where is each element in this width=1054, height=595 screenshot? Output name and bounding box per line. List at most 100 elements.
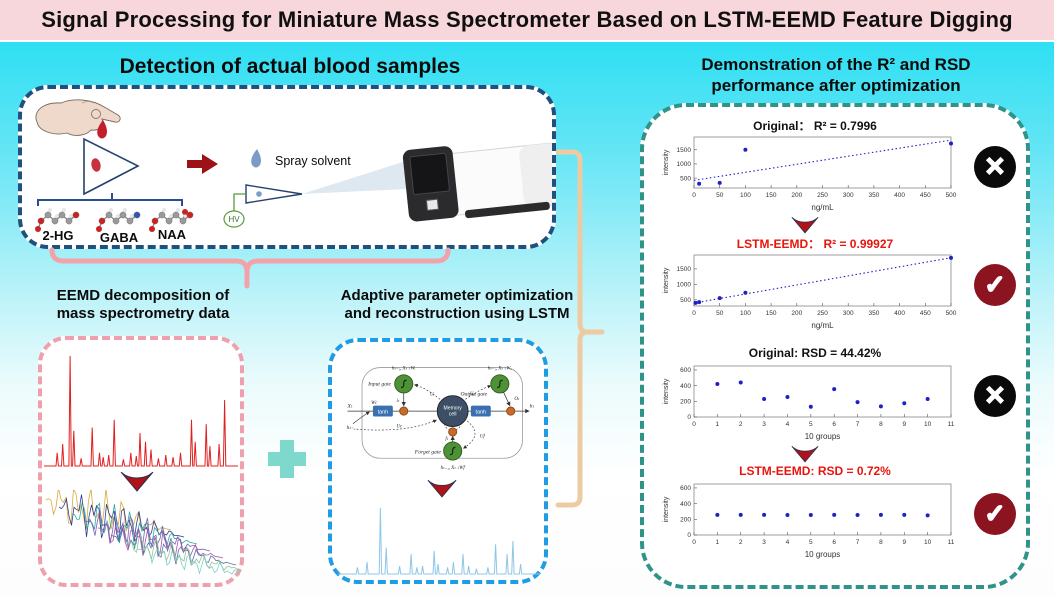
svg-text:9: 9 [902,421,906,428]
title-bar: Signal Processing for Miniature Mass Spe… [0,0,1054,42]
svg-text:400: 400 [894,192,905,199]
svg-text:4: 4 [786,421,790,428]
svg-text:300: 300 [843,310,854,317]
svg-text:intensity: intensity [663,496,670,522]
x-input-label: Xₜ [347,403,353,409]
svg-text:500: 500 [946,310,957,317]
cross-icon: ✕ [974,145,1016,188]
svg-text:1000: 1000 [677,282,692,289]
wc-label: Wc [371,401,378,406]
svg-text:1: 1 [716,539,720,546]
emitter-droplet [256,191,262,197]
svg-text:300: 300 [843,192,854,199]
svg-text:8: 8 [879,539,883,546]
svg-text:10: 10 [924,421,932,428]
svg-text:500: 500 [680,297,691,304]
tanh-left-label: tanh [378,409,389,415]
output-gate-label: Output gate [460,392,487,398]
svg-text:ng/mL: ng/mL [811,203,834,212]
svg-text:1000: 1000 [677,161,692,168]
memory-cell-label1: Memory [444,405,463,411]
hv-wire [233,193,246,211]
tanh-right-label: tanh [476,409,487,415]
svg-text:3: 3 [762,539,766,546]
uc-label: Uc [396,424,403,429]
svg-text:450: 450 [920,310,931,317]
eemd-section-heading: EEMD decomposition of mass spectrometry … [30,287,256,324]
blood-samples-panel: 2-HG GABA NAA Spray solvent HV [18,85,556,249]
blood-drop-icon [97,120,107,139]
lstm-section-heading: Adaptive parameter optimization and reco… [312,287,602,324]
solvent-drop-icon [251,149,261,168]
emitter-triangle [245,184,303,204]
chart-block-original-rsd: Original: RSD = 44.42% 0 1 2 3 4 5 6 7 8 9 10 11 0 20… [644,346,1026,445]
eemd-heading-line2: mass spectrometry data [56,305,230,323]
results-heading-line2: performance after optimization [711,75,961,95]
svg-text:11: 11 [948,539,955,546]
scatter-plot-lstm-rsd: 0 1 2 3 4 5 6 7 8 9 10 11 0 200 400 600 10 groups intensi… [663,483,955,559]
svg-text:7: 7 [856,539,860,546]
blood-section-heading: Detection of actual blood samples [119,55,461,78]
chart-title: LSTM-EEMD: RSD = 0.72% [739,464,891,478]
svg-text:50: 50 [716,192,724,199]
svg-text:intensity: intensity [663,378,670,404]
svg-text:100: 100 [740,310,751,317]
svg-text:0: 0 [692,192,696,199]
svg-text:0: 0 [687,414,691,421]
mass-spectrometer [402,142,552,222]
lstm-heading-line1: Adaptive parameter optimization [340,287,574,304]
scatter-plot-lstm-r2: 0 50 100 150 200 250 300 350 400 450 500 500 1000 150… [663,254,957,330]
lstm-cell-diagram: tanh tanh Memory cell [347,366,535,471]
memory-cell-node [436,395,469,427]
svg-text:400: 400 [680,383,691,390]
ui-label: Uᵢ [430,393,435,398]
output-gate-node [490,374,511,407]
mult-node-bottom [448,427,458,437]
down-arrow-icon [791,217,819,234]
molecule-models [35,208,194,232]
svg-text:8: 8 [879,421,883,428]
svg-text:intensity: intensity [663,149,670,175]
results-heading-line1: Demonstration of the R² and RSD [701,55,971,74]
svg-text:9: 9 [902,539,906,546]
svg-text:50: 50 [716,310,724,317]
svg-text:200: 200 [791,310,802,317]
chart-title: Original： R² = 0.7996 [753,119,877,133]
scatter-plot-original-rsd: 0 1 2 3 4 5 6 7 8 9 10 11 0 200 400 600 10 groups intensi… [663,365,955,441]
w-top-right-label: hₜ₋₁, Xₜ ↓Wₒ [488,366,513,371]
scatter-plot-original-r2: 0 50 100 150 200 250 300 350 400 450 500 500 1000 150… [663,136,957,212]
svg-text:250: 250 [817,310,828,317]
svg-text:2: 2 [739,539,743,546]
molecule-label-2hg: 2-HG [42,228,73,243]
cross-icon: ✕ [974,374,1016,417]
hv-label: HV [228,215,240,224]
uf-label: Uf [480,434,486,439]
process-arrow-icon [187,154,218,174]
results-panel: Original： R² = 0.7996 0 50 100 150 200 250 300… [640,103,1030,589]
svg-text:500: 500 [946,192,957,199]
lstm-heading-line2: and reconstruction using LSTM [344,305,570,323]
svg-text:400: 400 [680,501,691,508]
svg-text:ng/mL: ng/mL [811,321,834,330]
svg-text:250: 250 [817,192,828,199]
svg-text:500: 500 [680,175,691,182]
memory-cell-label2: cell [449,412,457,418]
svg-text:1: 1 [716,421,720,428]
input-gate-label: Input gate [367,382,391,388]
h-output-label: hₜ [530,403,535,409]
chart-block-original-r2: Original： R² = 0.7996 0 50 100 150 200 250 300… [644,117,1026,216]
raw-mass-spectrum [44,355,238,467]
svg-text:10 groups: 10 groups [805,550,841,559]
w-top-left-label: hₜ₋₁, Xₜ ↓Wᵢ [392,366,416,371]
ft-label: fₜ [445,437,448,442]
svg-text:150: 150 [766,192,777,199]
check-icon: ✓ [974,492,1016,535]
svg-text:0: 0 [692,539,696,546]
salmon-bracket [49,247,451,289]
svg-text:7: 7 [856,421,860,428]
svg-text:600: 600 [680,367,691,374]
chart-title: Original: RSD = 44.42% [748,346,882,360]
blood-in-triangle [91,158,101,172]
results-section-heading: Demonstration of the R² and RSD performa… [642,55,1030,96]
input-gate-node [394,374,414,407]
